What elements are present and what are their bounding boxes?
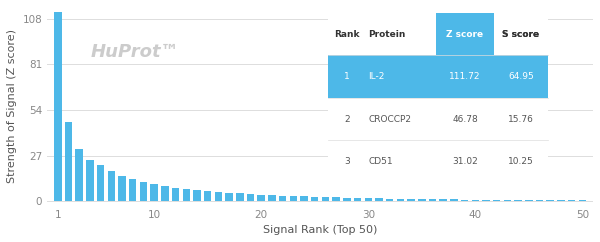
Bar	[343, 198, 350, 201]
Text: CROCCP2: CROCCP2	[368, 115, 411, 124]
FancyBboxPatch shape	[436, 55, 494, 98]
FancyBboxPatch shape	[494, 55, 548, 98]
FancyBboxPatch shape	[365, 13, 436, 55]
Bar	[503, 200, 511, 201]
Text: Rank: Rank	[334, 30, 359, 39]
FancyBboxPatch shape	[494, 98, 548, 140]
FancyBboxPatch shape	[365, 98, 436, 140]
Text: 46.78: 46.78	[452, 115, 478, 124]
Bar	[140, 182, 147, 201]
Text: 3: 3	[344, 157, 350, 166]
FancyBboxPatch shape	[328, 98, 365, 140]
Bar	[257, 195, 265, 201]
FancyBboxPatch shape	[494, 13, 548, 55]
Bar	[439, 199, 447, 201]
Bar	[354, 198, 361, 201]
Text: 31.02: 31.02	[452, 157, 478, 166]
Bar	[493, 200, 500, 201]
Bar	[407, 199, 415, 201]
Bar	[365, 198, 372, 201]
Bar	[482, 200, 490, 201]
Bar	[461, 200, 469, 201]
Bar	[375, 198, 383, 201]
Bar	[450, 199, 458, 201]
FancyBboxPatch shape	[365, 140, 436, 183]
Bar	[547, 200, 554, 201]
Bar	[332, 197, 340, 201]
FancyBboxPatch shape	[328, 140, 365, 183]
Text: Protein: Protein	[368, 30, 406, 39]
Text: S score: S score	[502, 30, 539, 39]
Bar	[182, 189, 190, 201]
Bar	[268, 195, 275, 201]
Bar	[97, 165, 104, 201]
Bar	[236, 194, 244, 201]
Bar	[429, 199, 436, 201]
Bar	[204, 191, 211, 201]
Bar	[557, 200, 565, 201]
Bar	[129, 179, 136, 201]
Text: 2: 2	[344, 115, 350, 124]
Bar	[161, 186, 169, 201]
Bar	[472, 200, 479, 201]
Bar	[568, 200, 575, 201]
Bar	[107, 171, 115, 201]
FancyBboxPatch shape	[328, 13, 365, 55]
Bar	[386, 198, 394, 201]
Bar	[300, 196, 308, 201]
Bar	[226, 193, 233, 201]
Text: IL-2: IL-2	[368, 72, 385, 81]
X-axis label: Signal Rank (Top 50): Signal Rank (Top 50)	[263, 225, 377, 235]
Y-axis label: Strength of Signal (Z score): Strength of Signal (Z score)	[7, 29, 17, 183]
Bar	[151, 184, 158, 201]
Bar	[247, 194, 254, 201]
FancyBboxPatch shape	[494, 140, 548, 183]
Bar	[215, 192, 222, 201]
Bar	[311, 197, 319, 201]
Bar	[322, 197, 329, 201]
Bar	[193, 190, 201, 201]
Bar	[118, 176, 126, 201]
Bar	[418, 199, 425, 201]
FancyBboxPatch shape	[328, 55, 365, 98]
Text: 10.25: 10.25	[508, 157, 534, 166]
FancyBboxPatch shape	[365, 55, 436, 98]
Text: HuProt™: HuProt™	[91, 43, 179, 60]
Bar	[54, 13, 62, 201]
Bar	[76, 149, 83, 201]
FancyBboxPatch shape	[494, 13, 548, 55]
Bar	[514, 200, 522, 201]
Text: 1: 1	[344, 72, 350, 81]
FancyBboxPatch shape	[436, 13, 494, 55]
Text: CD51: CD51	[368, 157, 393, 166]
FancyBboxPatch shape	[436, 140, 494, 183]
Bar	[290, 196, 297, 201]
Bar	[86, 160, 94, 201]
Bar	[65, 122, 72, 201]
Bar	[172, 188, 179, 201]
Bar	[397, 199, 404, 201]
Text: Z score: Z score	[446, 30, 484, 39]
Text: 64.95: 64.95	[508, 72, 534, 81]
Text: S score: S score	[502, 30, 539, 39]
Bar	[536, 200, 543, 201]
Text: 111.72: 111.72	[449, 72, 481, 81]
FancyBboxPatch shape	[436, 98, 494, 140]
Bar	[279, 196, 286, 201]
Bar	[525, 200, 533, 201]
Text: 15.76: 15.76	[508, 115, 534, 124]
